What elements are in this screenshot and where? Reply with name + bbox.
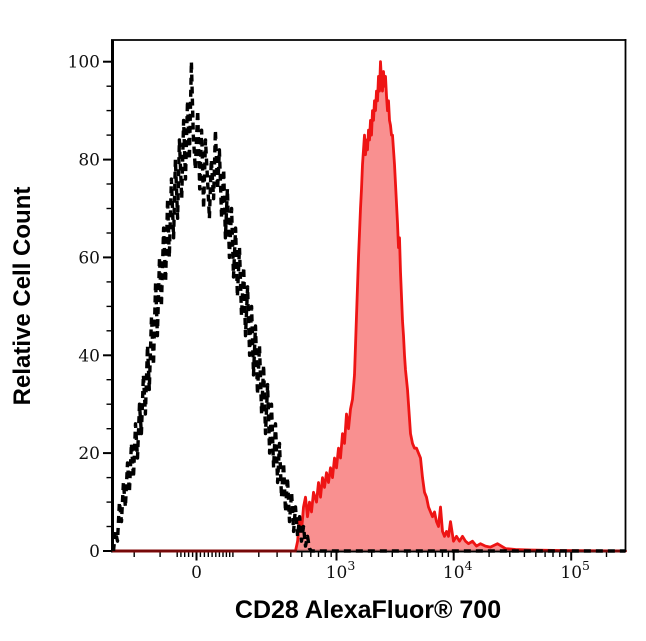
x-axis-title: CD28 AlexaFluor® 700 [235,596,501,624]
y-tick-label: 20 [78,444,100,464]
stained-histogram-fill [113,61,626,551]
x-tick-label: 103 [326,558,356,583]
y-tick-label: 100 [68,53,100,73]
y-tick-label: 40 [78,346,100,366]
y-ticks-group [103,60,111,552]
series-layer [112,60,627,553]
x-tick-label: 0 [191,563,202,583]
y-axis-title: Relative Cell Count [9,187,36,406]
y-tick-label: 80 [78,151,100,171]
x-tick-label: 104 [443,558,473,583]
y-tick-labels-group: 0 20 40 60 80 100 [68,53,100,562]
y-tick-label: 0 [89,542,100,562]
x-tick-label: 105 [560,558,590,583]
y-tick-label: 60 [78,248,100,268]
x-ticks-group [133,552,608,561]
control-histogram-outline [111,60,626,553]
control-layer [111,60,626,553]
stained-histogram-outline [112,60,627,553]
x-tick-labels-group: 0 103 104 105 [191,558,590,583]
